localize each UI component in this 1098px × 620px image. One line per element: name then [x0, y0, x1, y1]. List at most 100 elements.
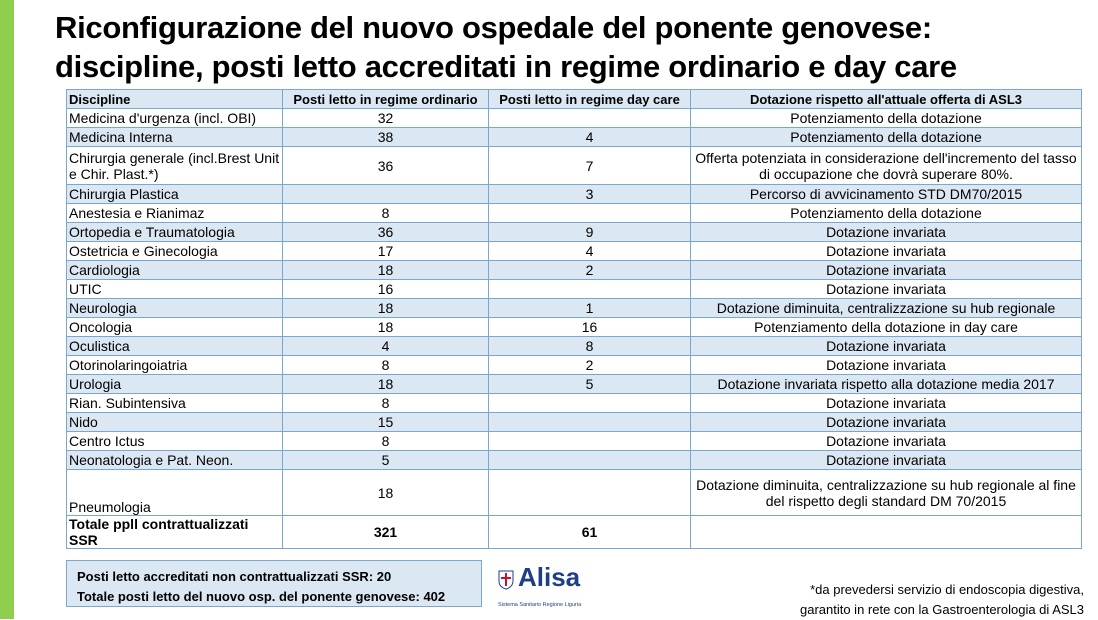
table-header-row: Discipline Posti letto in regime ordinar… — [66, 89, 1082, 109]
cell-ordinario: 8 — [282, 203, 489, 223]
cell-dotazione: Dotazione invariata — [690, 431, 1082, 451]
cell-dotazione: Offerta potenziata in considerazione del… — [690, 146, 1082, 185]
cell-discipline: Ostetricia e Ginecologia — [66, 241, 283, 261]
total-daycare: 61 — [488, 515, 691, 549]
cell-daycare: 16 — [488, 317, 691, 337]
cell-dotazione: Potenziamento della dotazione — [690, 203, 1082, 223]
total-discipline: Totale ppll contrattualizzati SSR — [66, 515, 283, 549]
cell-daycare — [488, 450, 691, 470]
cell-ordinario: 38 — [282, 127, 489, 147]
cell-dotazione: Dotazione invariata — [690, 450, 1082, 470]
cell-discipline: Urologia — [66, 374, 283, 394]
cell-dotazione: Percorso di avvicinamento STD DM70/2015 — [690, 184, 1082, 204]
cell-discipline: Ortopedia e Traumatologia — [66, 222, 283, 242]
total-dotazione — [690, 515, 1082, 549]
liguria-crest-icon — [498, 570, 514, 590]
cell-daycare — [488, 279, 691, 299]
cell-dotazione: Dotazione invariata rispetto alla dotazi… — [690, 374, 1082, 394]
header-daycare: Posti letto in regime day care — [488, 89, 691, 109]
cell-daycare — [488, 469, 691, 516]
cell-daycare: 4 — [488, 127, 691, 147]
cell-ordinario: 15 — [282, 412, 489, 432]
cell-ordinario: 18 — [282, 374, 489, 394]
table-row: Medicina d'urgenza (incl. OBI) 32 Potenzia… — [66, 108, 1082, 128]
cell-ordinario: 32 — [282, 108, 489, 128]
table-row: Oculistica 4 8 Dotazione invariata — [66, 336, 1082, 356]
table-body: Medicina d'urgenza (incl. OBI) 32 Potenzia… — [66, 108, 1082, 549]
cell-discipline: Centro Ictus — [66, 431, 283, 451]
table-row: Medicina Interna 38 4 Potenziamento della d… — [66, 127, 1082, 147]
cell-daycare: 9 — [488, 222, 691, 242]
table-row: Rian. Subintensiva 8 Dotazione invariata — [66, 393, 1082, 413]
cell-dotazione: Potenziamento della dotazione — [690, 127, 1082, 147]
cell-discipline: Oculistica — [66, 336, 283, 356]
cell-daycare — [488, 393, 691, 413]
table-row: Nido 15 Dotazione invariata — [66, 412, 1082, 432]
cell-dotazione: Dotazione diminuita, centralizzazione su… — [690, 298, 1082, 318]
footnote-line-1: *da prevedersi servizio di endoscopia di… — [810, 582, 1084, 597]
beds-table: Discipline Posti letto in regime ordinar… — [66, 89, 1082, 549]
cell-dotazione: Dotazione invariata — [690, 241, 1082, 261]
table-row: Neurologia 18 1 Dotazione diminuita, centra… — [66, 298, 1082, 318]
header-ordinario: Posti letto in regime ordinario — [282, 89, 489, 109]
table-row: Cardiologia 18 2 Dotazione invariata — [66, 260, 1082, 280]
table-row: Ostetricia e Ginecologia 17 4 Dotazione inv… — [66, 241, 1082, 261]
cell-ordinario: 17 — [282, 241, 489, 261]
table-row: Anestesia e Rianimaz 8 Potenziamento della… — [66, 203, 1082, 223]
cell-discipline: Medicina Interna — [66, 127, 283, 147]
summary-line-2: Totale posti letto del nuovo osp. del po… — [77, 589, 446, 604]
summary-line-1: Posti letto accreditati non contrattuali… — [77, 569, 392, 584]
title-line-2: discipline, posti letto accreditati in r… — [55, 49, 957, 84]
cell-discipline: Nido — [66, 412, 283, 432]
cell-ordinario: 18 — [282, 317, 489, 337]
cell-ordinario: 5 — [282, 450, 489, 470]
page-title: Riconfigurazione del nuovo ospedale del … — [55, 8, 1085, 86]
cell-ordinario: 18 — [282, 298, 489, 318]
cell-discipline: Rian. Subintensiva — [66, 393, 283, 413]
cell-discipline: Medicina d'urgenza (incl. OBI) — [66, 108, 283, 128]
footnote: *da prevedersi servizio di endoscopia di… — [800, 580, 1084, 620]
cell-daycare — [488, 412, 691, 432]
title-line-1: Riconfigurazione del nuovo ospedale del … — [55, 10, 932, 45]
cell-daycare: 2 — [488, 355, 691, 375]
cell-daycare: 4 — [488, 241, 691, 261]
table-row: Otorinolaringoiatria 8 2 Dotazione invariat… — [66, 355, 1082, 375]
cell-discipline: Neonatologia e Pat. Neon. — [66, 450, 283, 470]
table-total-row: Totale ppll contrattualizzati SSR 321 61 — [66, 515, 1082, 549]
cell-ordinario — [282, 184, 489, 204]
table-row: Centro Ictus 8 Dotazione invariata — [66, 431, 1082, 451]
cell-daycare — [488, 203, 691, 223]
cell-dotazione: Dotazione invariata — [690, 355, 1082, 375]
table-row: Chirurgia Plastica 3 Percorso di avvicinam… — [66, 184, 1082, 204]
cell-dotazione: Dotazione invariata — [690, 222, 1082, 242]
table-row: Ortopedia e Traumatologia 36 9 Dotazione in… — [66, 222, 1082, 242]
header-dotazione: Dotazione rispetto all'attuale offerta d… — [690, 89, 1082, 109]
cell-daycare — [488, 431, 691, 451]
cell-discipline: Cardiologia — [66, 260, 283, 280]
cell-discipline: Pneumologia — [66, 469, 283, 516]
cell-discipline: Chirurgia Plastica — [66, 184, 283, 204]
cell-ordinario: 8 — [282, 393, 489, 413]
table-row: Chirurgia generale (incl.Brest Unit e Ch… — [66, 146, 1082, 185]
table-row: Oncologia 18 16 Potenziamento della dotazio… — [66, 317, 1082, 337]
cell-ordinario: 8 — [282, 355, 489, 375]
cell-dotazione: Dotazione invariata — [690, 393, 1082, 413]
table-row: Pneumologia 18 Dotazione diminuita, centra… — [66, 469, 1082, 516]
cell-dotazione: Dotazione invariata — [690, 279, 1082, 299]
cell-discipline: Oncologia — [66, 317, 283, 337]
cell-dotazione: Dotazione invariata — [690, 336, 1082, 356]
cell-daycare: 3 — [488, 184, 691, 204]
cell-discipline: Anestesia e Rianimaz — [66, 203, 283, 223]
cell-dotazione: Dotazione invariata — [690, 260, 1082, 280]
cell-dotazione: Dotazione invariata — [690, 412, 1082, 432]
cell-dotazione: Dotazione diminuita, centralizzazione su… — [690, 469, 1082, 516]
cell-daycare: 5 — [488, 374, 691, 394]
total-ordinario: 321 — [282, 515, 489, 549]
cell-discipline: Otorinolaringoiatria — [66, 355, 283, 375]
table-row: UTIC 16 Dotazione invariata — [66, 279, 1082, 299]
cell-discipline: UTIC — [66, 279, 283, 299]
cell-discipline: Chirurgia generale (incl.Brest Unit e Ch… — [66, 146, 283, 185]
cell-dotazione: Potenziamento della dotazione — [690, 108, 1082, 128]
cell-daycare: 8 — [488, 336, 691, 356]
summary-box: Posti letto accreditati non contrattuali… — [66, 560, 482, 607]
